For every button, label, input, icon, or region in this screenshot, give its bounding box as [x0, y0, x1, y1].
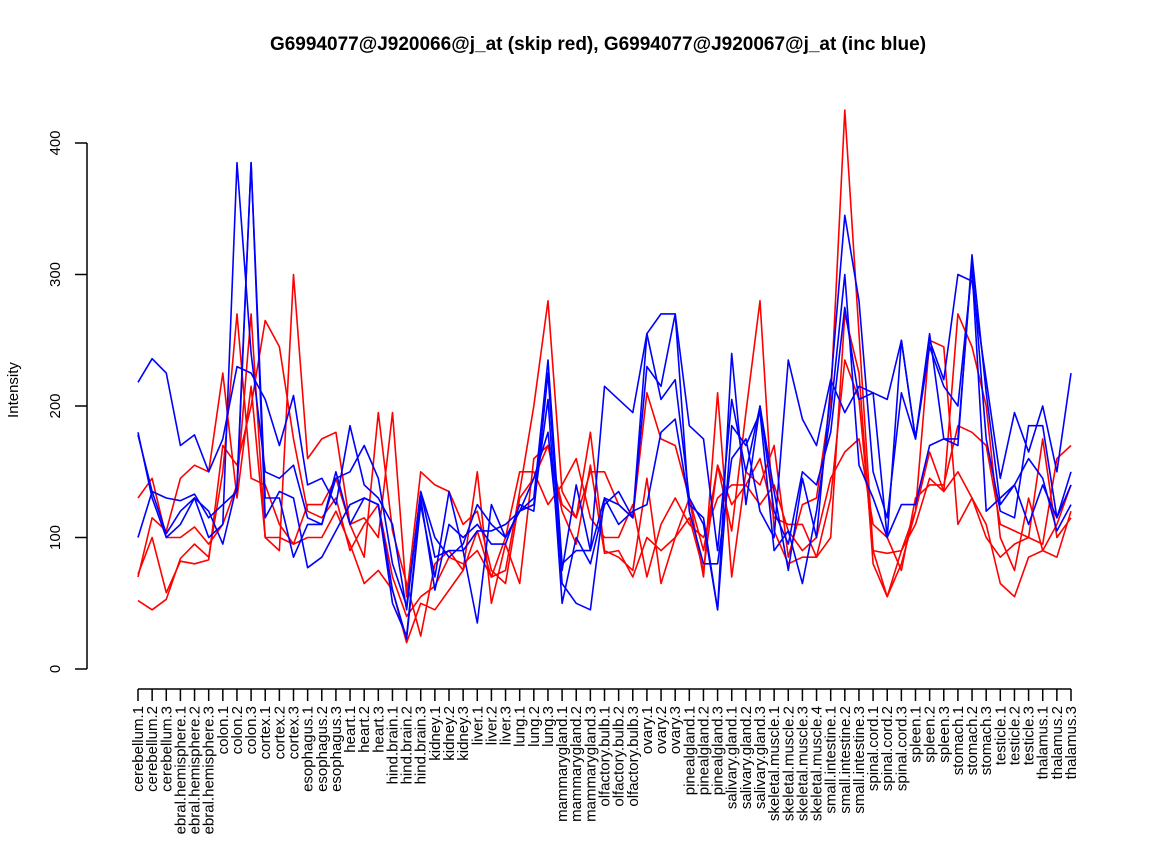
x-tick-label: hind.brain.1 [384, 706, 401, 784]
x-tick-label: thalamus.1 [1035, 706, 1052, 779]
x-tick-label: salivary.gland.3 [752, 706, 769, 809]
y-tick-label: 400 [47, 130, 64, 155]
x-tick-label: skeletal.muscle.4 [809, 706, 826, 821]
x-tick-label: testicle.1 [992, 706, 1009, 765]
x-tick-label: hind.brain.2 [399, 706, 416, 784]
x-tick-label: testicle.3 [1021, 706, 1038, 765]
x-tick-label: mammarygland.2 [568, 706, 585, 822]
x-tick-label: thalamus.3 [1063, 706, 1080, 779]
x-tick-label: pinealgland.2 [695, 706, 712, 795]
x-tick-label: kidney.2 [441, 706, 458, 761]
x-tick-label: ebral.hemisphere.1 [172, 706, 189, 834]
x-tick-label: liver.3 [498, 706, 515, 745]
x-tick-label: ovary.1 [639, 706, 656, 754]
x-tick-label: kidney.3 [455, 706, 472, 761]
x-tick-label: spleen.2 [922, 706, 939, 763]
y-tick-label: 200 [47, 393, 64, 418]
x-tick-label: heart.1 [342, 706, 359, 753]
x-tick-label: cerebellum.1 [130, 706, 147, 792]
x-tick-label: heart.2 [356, 706, 373, 753]
x-tick-label: olfactory.bulb.2 [611, 706, 628, 807]
x-tick-label: liver.2 [483, 706, 500, 745]
x-tick-label: testicle.2 [1006, 706, 1023, 765]
x-tick-label: heart.3 [370, 706, 387, 753]
x-tick-label: salivary.gland.1 [724, 706, 741, 809]
x-tick-label: ovary.3 [667, 706, 684, 754]
x-tick-label: lung.2 [526, 706, 543, 747]
x-tick-label: olfactory.bulb.1 [597, 706, 614, 807]
x-tick-label: spinal.cord.3 [893, 706, 910, 791]
x-tick-label: stomach.1 [950, 706, 967, 775]
x-tick-label: cortex.3 [286, 706, 303, 759]
series-layer [137, 109, 1072, 644]
chart-title: G6994077@J920066@j_at (skip red), G69940… [270, 34, 926, 55]
x-tick-label: stomach.2 [964, 706, 981, 775]
x-tick-label: ebral.hemisphere.3 [201, 706, 218, 834]
x-tick-label: cerebellum.3 [158, 706, 175, 792]
x-tick-label: small.intestine.2 [837, 706, 854, 814]
x-tick-label: esophagus.3 [328, 706, 345, 792]
y-axis-label: Intensity [5, 362, 22, 418]
x-tick-label: cerebellum.2 [144, 706, 161, 792]
x-tick-label: kidney.1 [427, 706, 444, 761]
x-tick-label: thalamus.2 [1049, 706, 1066, 779]
x-tick-label: small.intestine.3 [851, 706, 868, 814]
series-line-inc-4 [137, 161, 1072, 640]
x-tick-label: esophagus.1 [300, 706, 317, 792]
x-tick-label: mammarygland.3 [582, 706, 599, 822]
x-tick-label: skeletal.muscle.2 [780, 706, 797, 821]
x-tick-label: pinealgland.3 [710, 706, 727, 795]
x-tick-label: lung.3 [540, 706, 557, 747]
x-tick-label: salivary.gland.2 [738, 706, 755, 809]
x-tick-label: colon.2 [229, 706, 246, 754]
x-tick-label: olfactory.bulb.3 [625, 706, 642, 807]
series-line-skip-4 [137, 319, 1072, 618]
x-tick-label: cortex.2 [271, 706, 288, 759]
x-tick-label: hind.brain.3 [413, 706, 430, 784]
x-tick-label: spleen.1 [908, 706, 925, 763]
x-tick-label: colon.3 [243, 706, 260, 754]
x-tick-label: small.intestine.1 [823, 706, 840, 814]
x-tick-label: lung.1 [512, 706, 529, 747]
y-tick-label: 0 [47, 665, 64, 673]
x-tick-label: spinal.cord.1 [865, 706, 882, 791]
x-tick-label: mammarygland.1 [554, 706, 571, 822]
x-tick-label: spleen.3 [936, 706, 953, 763]
x-tick-label: stomach.3 [978, 706, 995, 775]
x-tick-label: spinal.cord.2 [879, 706, 896, 791]
x-tick-label: pinealgland.1 [681, 706, 698, 795]
x-tick-label: cortex.1 [257, 706, 274, 759]
y-tick-label: 300 [47, 262, 64, 287]
x-tick-label: esophagus.2 [314, 706, 331, 792]
x-tick-label: skeletal.muscle.3 [794, 706, 811, 821]
x-tick-label: skeletal.muscle.1 [766, 706, 783, 821]
x-axis: cerebellum.1cerebellum.2cerebellum.3ebra… [130, 688, 1080, 834]
x-tick-label: liver.1 [469, 706, 486, 745]
x-tick-label: colon.1 [215, 706, 232, 754]
y-axis: 0 100 200 300 400 [47, 130, 88, 673]
x-tick-label: ovary.2 [653, 706, 670, 754]
x-tick-label: ebral.hemisphere.2 [187, 706, 204, 834]
y-tick-label: 100 [47, 525, 64, 550]
series-line-skip-3 [137, 299, 1072, 611]
